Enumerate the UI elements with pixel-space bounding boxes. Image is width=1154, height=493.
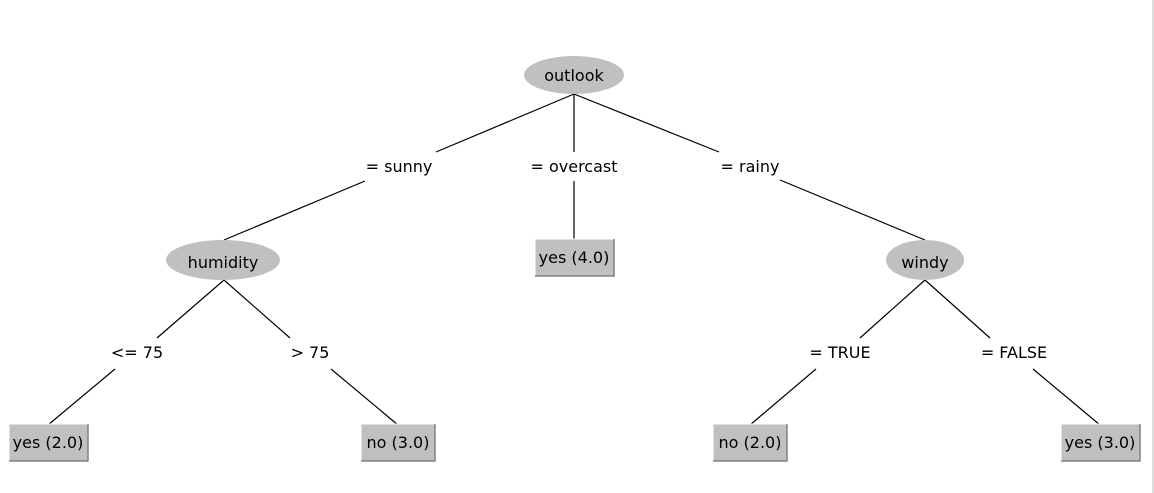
leaf-overcast[interactable]: yes (4.0)	[534, 238, 615, 277]
leaf-overcast-shadow	[535, 239, 615, 277]
edge-windy-false-lower	[1032, 368, 1101, 426]
edge-label-overcast: = overcast	[530, 157, 617, 176]
leaf-sunny-high-highlight	[360, 423, 435, 461]
leaf-sunny-high-shadow	[361, 424, 436, 462]
leaf-rainy-true-box	[713, 424, 787, 461]
node-outlook[interactable]: outlook	[524, 56, 624, 94]
leaf-sunny-low-label: yes (2.0)	[13, 433, 84, 452]
node-humidity-shape	[166, 240, 280, 280]
edge-windy-false-upper	[924, 279, 991, 339]
leaf-rainy-true-label: no (2.0)	[719, 433, 782, 452]
edge-outlook-rainy-lower	[779, 179, 926, 241]
edges	[47, 93, 1101, 426]
edge-outlook-rainy-upper	[573, 93, 720, 153]
leaf-overcast-box	[535, 239, 614, 276]
leaf-rainy-false-shadow	[1061, 424, 1141, 462]
leaf-overcast-label: yes (4.0)	[539, 248, 610, 267]
node-outlook-label: outlook	[544, 66, 604, 85]
edge-label-le75: <= 75	[111, 343, 163, 362]
leaf-rainy-false-label: yes (3.0)	[1065, 433, 1136, 452]
edge-humidity-gt75-lower	[330, 368, 399, 426]
leaf-rainy-true[interactable]: no (2.0)	[712, 423, 788, 462]
node-windy[interactable]: windy	[886, 240, 964, 280]
leaf-sunny-low-shadow	[9, 424, 89, 462]
window-right-edge	[1152, 0, 1154, 493]
edge-label-true: = TRUE	[809, 343, 870, 362]
leaf-rainy-false-highlight	[1060, 423, 1140, 461]
node-humidity-label: humidity	[188, 253, 259, 272]
edge-humidity-gt75-upper	[223, 279, 291, 339]
leaf-overcast-highlight	[534, 238, 614, 276]
leaf-rainy-false-box	[1061, 424, 1140, 461]
edge-humidity-le75-upper	[156, 279, 225, 339]
node-windy-shape	[886, 240, 964, 280]
edge-windy-true-upper	[859, 279, 926, 339]
leaf-rainy-true-shadow	[713, 424, 788, 462]
leaf-sunny-low-box	[9, 424, 88, 461]
leaf-sunny-low[interactable]: yes (2.0)	[8, 423, 89, 462]
edge-label-gt75: > 75	[291, 343, 330, 362]
leaf-sunny-high-label: no (3.0)	[367, 433, 430, 452]
edge-outlook-sunny-upper	[435, 93, 575, 153]
node-windy-label: windy	[901, 253, 948, 272]
edge-label-false: = FALSE	[981, 343, 1047, 362]
leaf-rainy-false[interactable]: yes (3.0)	[1060, 423, 1141, 462]
edge-label-sunny: = sunny	[366, 157, 433, 176]
leaf-rainy-true-highlight	[712, 423, 787, 461]
edge-windy-true-lower	[749, 368, 817, 426]
leaf-sunny-low-highlight	[8, 423, 88, 461]
edge-label-rainy: = rainy	[721, 157, 780, 176]
node-outlook-shape	[524, 56, 624, 94]
leaf-sunny-high[interactable]: no (3.0)	[360, 423, 436, 462]
node-humidity[interactable]: humidity	[166, 240, 280, 280]
edge-outlook-sunny-lower	[223, 180, 366, 241]
edge-humidity-le75-lower	[47, 368, 116, 426]
leaf-sunny-high-box	[361, 424, 435, 461]
